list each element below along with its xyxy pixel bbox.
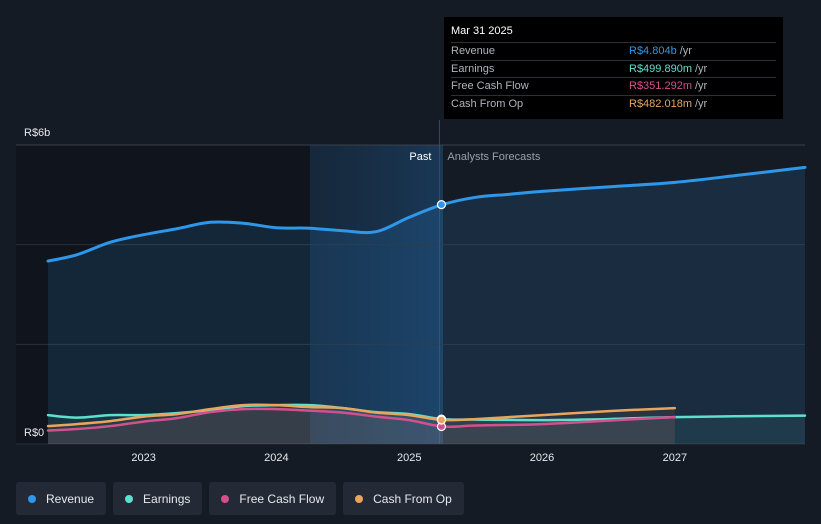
past-shaded-region (16, 145, 310, 444)
tooltip-row-unit: /yr (695, 62, 708, 75)
past-label: Past (409, 151, 431, 163)
tooltip-row-value: R$482.018m (629, 97, 692, 110)
x-tick-label: 2024 (264, 452, 288, 464)
tooltip-row-unit: /yr (695, 80, 708, 92)
legend: Revenue Earnings Free Cash Flow Cash From O… (16, 482, 464, 515)
y-axis-bottom-label: R$0 (24, 427, 44, 439)
tooltip-row: Earnings R$499.890m/yr (451, 59, 776, 78)
legend-label: Revenue (46, 491, 95, 506)
tooltip-date: Mar 31 2025 (451, 25, 513, 37)
tooltip-row-label: Revenue (451, 45, 496, 57)
tooltip-row-value: R$4.804b (629, 45, 677, 57)
forecast-label: Analysts Forecasts (447, 151, 540, 163)
tooltip: Mar 31 2025 Revenue R$4.804b/yr Earnings R$… (444, 17, 783, 119)
x-tick-label: 2025 (397, 452, 421, 464)
legend-item-cash-from-op[interactable]: Cash From Op (343, 482, 464, 515)
tooltip-row-label: Earnings (451, 62, 495, 75)
hover-marker-cash-from-op (436, 415, 447, 425)
series-line-revenue (46, 165, 807, 263)
y-axis-top-label: R$6b (24, 127, 50, 139)
series-line-free-cash-flow (46, 407, 677, 432)
legend-label: Cash From Op (373, 491, 452, 506)
series-area-revenue (48, 167, 805, 445)
tooltip-row-label: Cash From Op (451, 97, 524, 110)
legend-item-free-cash-flow[interactable]: Free Cash Flow (209, 482, 337, 515)
series-area-free-cash-flow (48, 408, 675, 444)
tooltip-row-label: Free Cash Flow (451, 80, 529, 92)
legend-label: Free Cash Flow (239, 491, 325, 506)
series-area-cash-from-op (48, 404, 675, 444)
past-highlight-band (310, 145, 443, 444)
tooltip-row-value: R$351.292m (629, 80, 692, 92)
x-tick-label: 2023 (131, 452, 155, 464)
legend-item-revenue[interactable]: Revenue (16, 482, 107, 515)
legend-label: Earnings (143, 491, 191, 506)
tooltip-row-unit: /yr (695, 97, 708, 110)
tooltip-row-unit: /yr (679, 45, 692, 57)
legend-dot-icon (221, 494, 230, 503)
tooltip-row: Free Cash Flow R$351.292m/yr (451, 77, 776, 95)
x-tick-label: 2027 (663, 452, 687, 464)
legend-dot-icon (355, 494, 364, 503)
x-tick-label: 2026 (530, 452, 554, 464)
tooltip-row: Cash From Op R$482.018m/yr (451, 94, 776, 113)
hover-marker-revenue (436, 200, 447, 210)
legend-item-earnings[interactable]: Earnings (113, 482, 203, 515)
legend-dot-icon (125, 494, 134, 503)
tooltip-row: Revenue R$4.804b/yr (451, 42, 776, 60)
legend-dot-icon (28, 494, 36, 503)
series-line-cash-from-op (46, 403, 677, 428)
tooltip-row-value: R$499.890m (629, 62, 692, 75)
